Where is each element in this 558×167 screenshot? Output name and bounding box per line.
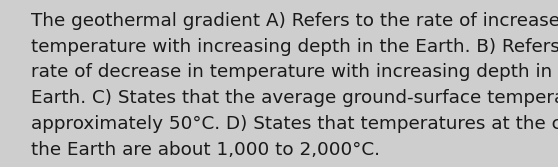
Text: temperature with increasing depth in the Earth. B) Refers to the: temperature with increasing depth in the…: [31, 38, 558, 56]
Text: the Earth are about 1,000 to 2,000°C.: the Earth are about 1,000 to 2,000°C.: [31, 141, 379, 159]
Text: The geothermal gradient A) Refers to the rate of increase in: The geothermal gradient A) Refers to the…: [31, 12, 558, 30]
Text: approximately 50°C. D) States that temperatures at the center of: approximately 50°C. D) States that tempe…: [31, 115, 558, 133]
Text: rate of decrease in temperature with increasing depth in the: rate of decrease in temperature with inc…: [31, 63, 558, 81]
Text: Earth. C) States that the average ground-surface temperature is: Earth. C) States that the average ground…: [31, 89, 558, 107]
